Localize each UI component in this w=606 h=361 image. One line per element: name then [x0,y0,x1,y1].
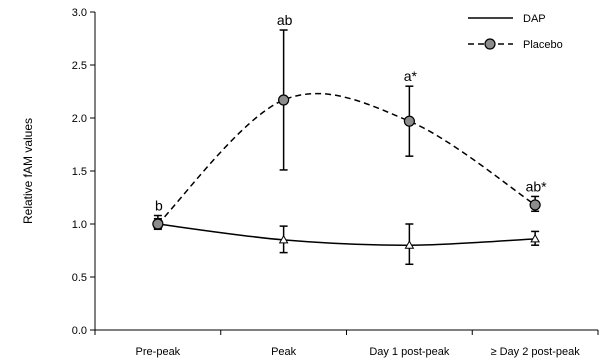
significance-annotation: ab* [526,178,548,194]
y-tick-label: 2.5 [72,60,87,72]
x-tick-label: Peak [271,346,297,358]
y-tick-label: 3.0 [72,7,87,19]
y-tick-label: 0.5 [72,272,87,284]
dap-series-line [157,223,536,246]
dap-point [278,234,289,244]
placebo-point [403,115,415,127]
x-tick-label: ≥ Day 2 post-peak [491,346,581,358]
y-tick-label: 0.0 [72,325,87,337]
significance-annotation: ab [277,12,293,28]
placebo-point [152,218,164,230]
placebo-series-line [157,92,536,225]
dap-point [404,240,415,249]
y-tick-label: 2.0 [72,113,87,125]
x-tick-label: Day 1 post-peak [369,346,450,358]
y-axis-label: Relative fAM values [21,118,35,224]
legend-placebo-label: Placebo [523,39,563,51]
significance-annotation: a* [404,68,418,84]
legend-dap-label: DAP [523,13,546,25]
placebo-point [278,94,290,106]
y-tick-label: 1.5 [72,166,87,178]
x-tick-label: Pre-peak [136,346,181,358]
significance-annotation: b [155,198,163,214]
legend-placebo-marker [484,38,496,50]
placebo-point [529,199,541,211]
dap-point [530,233,540,243]
y-tick-label: 1.0 [72,219,87,231]
